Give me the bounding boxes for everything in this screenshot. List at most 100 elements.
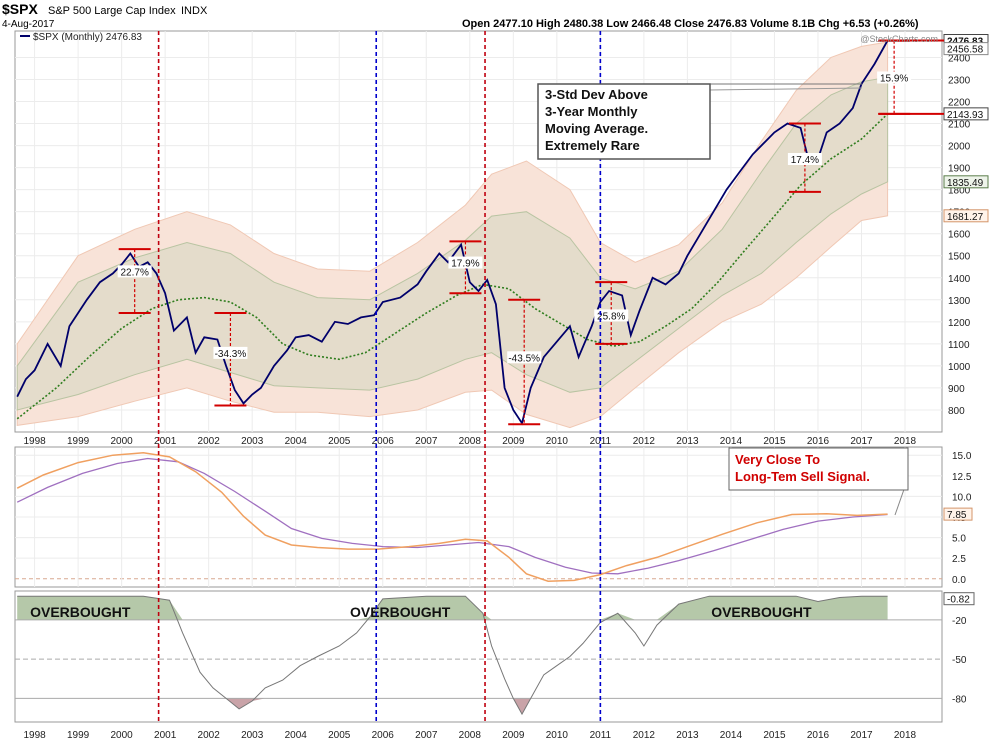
drawdown-label-bg — [507, 351, 542, 364]
drawdown-label-bg — [117, 265, 152, 278]
drawdown-label-bg — [594, 309, 629, 322]
price-y-tick: 1000 — [948, 362, 971, 373]
x-tick-label: 2010 — [546, 436, 569, 447]
bottom-x-tick-label: 2000 — [111, 730, 134, 741]
price-y-tick: 1800 — [948, 186, 971, 197]
momentum-value-label: 7.85 — [947, 510, 967, 521]
oscillator-panel: -20 -50 -80 1998 1999 2000 2001 2002 2003 2004 200… — [14, 590, 975, 741]
bottom-x-tick-label: 2011 — [590, 730, 612, 741]
x-tick-label: 1998 — [23, 436, 46, 447]
bottom-x-tick-label: 2010 — [546, 730, 569, 741]
watermark: @StockCharts.com — [860, 34, 938, 44]
drawdown-label: -34.3% — [215, 349, 247, 360]
x-tick-label: 2008 — [459, 436, 482, 447]
bottom-x-tick-label: 2001 — [154, 730, 177, 741]
price-y-tick: 1100 — [948, 340, 970, 351]
price-y-tick: 1200 — [948, 318, 971, 329]
bottom-x-tick-label: 2008 — [459, 730, 482, 741]
callout-text: 3-Year Monthly — [545, 104, 638, 119]
right-value-label: 2456.58 — [947, 45, 984, 56]
momentum-y-tick: 5.0 — [952, 534, 966, 545]
bottom-x-tick-label: 2015 — [763, 730, 786, 741]
momentum-value-box — [943, 507, 973, 521]
drawdown-label: 17.9% — [451, 259, 479, 270]
overbought-label: OVERBOUGHT — [30, 604, 131, 620]
bottom-x-tick-label: 2013 — [676, 730, 699, 741]
price-y-tick: 1400 — [948, 274, 971, 285]
bottom-x-tick-label: 2006 — [372, 730, 395, 741]
momentum-panel: 0.02.55.07.510.012.515.07.85 — [14, 446, 973, 588]
std-dev-callout-box — [537, 83, 711, 160]
price-panel: 8009001000110012001300140015001600170018… — [14, 30, 989, 447]
x-tick-label: 2011 — [590, 436, 612, 447]
drawdown-label-bg — [213, 346, 248, 359]
x-tick-label: 2012 — [633, 436, 656, 447]
drawdown-label-bg — [448, 256, 483, 269]
quote-line: Open 2477.10 High 2480.38 Low 2466.48 Cl… — [462, 18, 919, 30]
sell-signal-text: Very Close To — [735, 452, 820, 467]
right-value-label: 2143.93 — [947, 110, 984, 121]
bottom-x-tick-label: 2012 — [633, 730, 656, 741]
price-y-tick: 900 — [948, 384, 965, 395]
right-value-label: 1835.49 — [947, 178, 984, 189]
momentum-y-tick: 12.5 — [952, 472, 972, 483]
drawdown-label-bg — [787, 152, 822, 165]
x-tick-label: 2004 — [285, 436, 308, 447]
price-y-tick: 1900 — [948, 164, 971, 175]
drawdown-label: 25.8% — [597, 311, 625, 322]
x-tick-label: 2002 — [198, 436, 221, 447]
x-tick-label: 2016 — [807, 436, 830, 447]
x-tick-label: 2014 — [720, 436, 743, 447]
vertical-markers — [157, 31, 602, 722]
oscillator-y-tick: -50 — [952, 655, 967, 666]
overbought-label: OVERBOUGHT — [711, 604, 812, 620]
bottom-x-tick-label: 2002 — [198, 730, 221, 741]
slow-line — [16, 457, 888, 575]
exchange: INDX — [181, 5, 208, 17]
right-value-box — [943, 175, 989, 189]
drawdown-label: 22.7% — [121, 267, 149, 278]
bottom-x-tick-label: 2017 — [850, 730, 873, 741]
oscillator-line — [17, 595, 888, 716]
sell-signal-text: Long-Tem Sell Signal. — [735, 469, 870, 484]
x-tick-label: 2017 — [850, 436, 873, 447]
price-y-tick: 2300 — [948, 75, 971, 86]
x-tick-label: 2003 — [241, 436, 264, 447]
chart-date: 4-Aug-2017 — [2, 19, 55, 30]
momentum-y-tick: 15.0 — [952, 451, 972, 462]
oscillator-value-box — [943, 592, 975, 606]
overbought-label: OVERBOUGHT — [350, 604, 451, 620]
bottom-x-tick-label: 2007 — [415, 730, 438, 741]
price-y-tick: 800 — [948, 406, 965, 417]
symbol: $SPX — [2, 1, 38, 17]
bottom-x-tick-label: 2018 — [894, 730, 917, 741]
right-value-box — [943, 42, 989, 56]
x-tick-label: 2001 — [154, 436, 177, 447]
drawdown-label: 17.4% — [791, 155, 819, 166]
overbought-fill — [17, 596, 888, 620]
drawdown-label: -43.5% — [508, 353, 540, 364]
price-y-tick: 2100 — [948, 120, 971, 131]
bottom-x-tick-label: 2004 — [285, 730, 308, 741]
bottom-x-tick-label: 2005 — [328, 730, 351, 741]
price-y-tick: 2400 — [948, 53, 971, 64]
price-y-tick: 1600 — [948, 230, 971, 241]
callout-text: Extremely Rare — [545, 138, 640, 153]
drawdown-label: 15.9% — [880, 73, 908, 84]
x-tick-label: 2007 — [415, 436, 438, 447]
bottom-x-tick-label: 2016 — [807, 730, 830, 741]
oscillator-y-tick: -20 — [952, 616, 967, 627]
sell-signal-callout-box — [728, 447, 909, 491]
right-value-label: 2476.83 — [947, 37, 984, 48]
callout-text: 3-Std Dev Above — [545, 87, 648, 102]
bottom-x-tick-label: 2014 — [720, 730, 743, 741]
x-tick-label: 1999 — [67, 436, 90, 447]
fast-line — [16, 452, 888, 582]
x-tick-label: 2018 — [894, 436, 917, 447]
x-tick-label: 2006 — [372, 436, 395, 447]
drawdown-label-bg — [877, 71, 912, 84]
momentum-y-tick: 0.0 — [952, 575, 966, 586]
momentum-y-tick: 10.0 — [952, 492, 972, 503]
x-tick-label: 2015 — [763, 436, 786, 447]
